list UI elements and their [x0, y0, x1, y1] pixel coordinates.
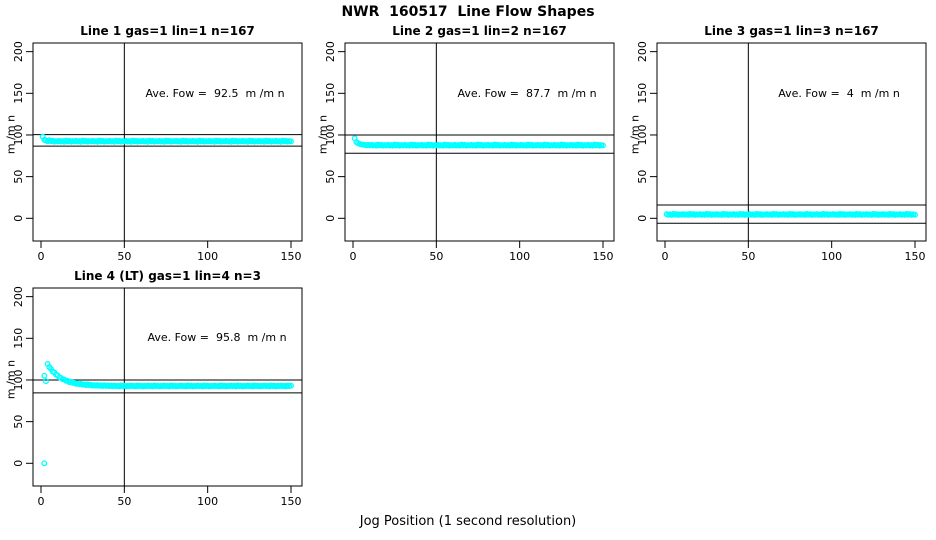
data-point	[288, 138, 294, 145]
y-tick-label: 0	[12, 460, 25, 467]
x-tick-label: 0	[38, 495, 45, 508]
subplot-2: 0 50 100 150 0 50 100 150 200	[324, 41, 615, 263]
y-tick-label: 50	[12, 170, 25, 184]
data-point	[912, 211, 918, 218]
subplot-4: 0 50 100 150 0 50 100 150 200	[12, 286, 303, 508]
data-point	[41, 372, 48, 379]
x-tick-label: 100	[821, 250, 842, 263]
subplot-3-title: Line 3 gas=1 lin=3 n=167	[704, 24, 879, 38]
subplot-4-y-axis-label: m /m n	[4, 359, 18, 400]
x-tick-label: 50	[741, 250, 755, 263]
x-tick-label: 150	[281, 495, 302, 508]
y-tick-label: 200	[636, 41, 649, 62]
y-tick-label: 150	[324, 83, 337, 104]
x-tick-label: 150	[281, 250, 302, 263]
subplot-4-title: Line 4 (LT) gas=1 lin=4 n=3	[74, 269, 261, 283]
plot-box	[344, 42, 615, 242]
y-tick-label: 0	[12, 215, 25, 222]
subplot-4-annotation: Ave. Fow = 95.8 m /m n	[147, 331, 287, 344]
x-tick-label: 100	[197, 495, 218, 508]
x-tick-label: 0	[38, 250, 45, 263]
data-point	[600, 142, 606, 149]
y-tick-label: 150	[636, 83, 649, 104]
subplot-3: 0 50 100 150 0 50 100 150 200	[636, 41, 927, 263]
y-tick-label: 0	[324, 215, 337, 222]
subplot-1-annotation: Ave. Fow = 92.5 m /m n	[145, 87, 285, 100]
plot-box	[656, 42, 927, 242]
y-tick-label: 100	[12, 124, 25, 145]
x-tick-label: 0	[662, 250, 669, 263]
subplot-1-title: Line 1 gas=1 lin=1 n=167	[80, 24, 255, 38]
y-tick-label: 50	[12, 415, 25, 429]
y-tick-label: 200	[12, 286, 25, 307]
subplot-1: 0 50 100 150 0 50 100 150 200	[12, 41, 303, 263]
x-tick-label: 50	[117, 250, 131, 263]
y-tick-label: 100	[12, 369, 25, 390]
x-tick-label: 0	[350, 250, 357, 263]
subplot-2-y-axis-label: m /m n	[316, 114, 330, 155]
y-tick-label: 100	[636, 124, 649, 145]
y-tick-label: 100	[324, 124, 337, 145]
x-axis-label: Jog Position (1 second resolution)	[359, 514, 577, 529]
subplot-3-annotation: Ave. Fow = 4 m /m n	[778, 87, 900, 100]
page-title: NWR 160517 Line Flow Shapes	[341, 4, 595, 20]
x-tick-label: 100	[509, 250, 530, 263]
subplot-2-title: Line 2 gas=1 lin=2 n=167	[392, 24, 567, 38]
subplot-1-y-axis-label: m /m n	[4, 114, 18, 155]
subplot-2-annotation: Ave. Fow = 87.7 m /m n	[457, 87, 597, 100]
y-tick-label: 150	[12, 83, 25, 104]
subplot-3-y-axis-label: m /m n	[628, 114, 642, 155]
x-tick-label: 150	[905, 250, 926, 263]
plot-box	[32, 287, 303, 487]
data-point	[41, 460, 48, 467]
data-point	[43, 378, 49, 385]
y-tick-label: 50	[324, 170, 337, 184]
x-tick-label: 50	[429, 250, 443, 263]
plot-box	[32, 42, 303, 242]
y-tick-label: 0	[636, 215, 649, 222]
y-tick-label: 150	[12, 328, 25, 349]
x-tick-label: 100	[197, 250, 218, 263]
y-tick-label: 200	[324, 41, 337, 62]
y-tick-label: 50	[636, 170, 649, 184]
data-point	[288, 382, 294, 389]
x-tick-label: 50	[117, 495, 131, 508]
x-tick-label: 150	[593, 250, 614, 263]
y-tick-label: 200	[12, 41, 25, 62]
